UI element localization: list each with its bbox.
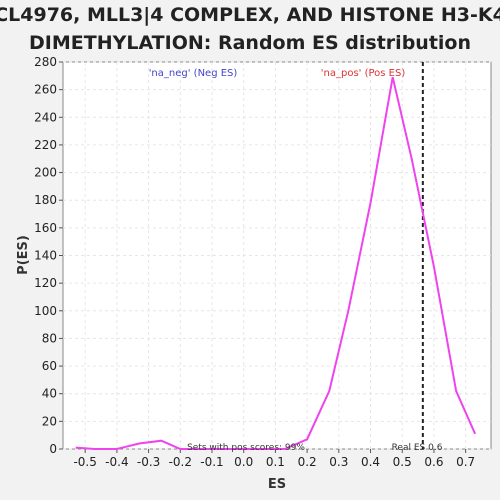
y-tick-label: 120 bbox=[34, 276, 57, 290]
y-axis-ticks: 0 20 40 60 80 100 120 140 160 180 200 220 240 260 280 bbox=[34, 55, 63, 456]
x-axis-label: ES bbox=[268, 477, 286, 492]
x-tick-label: -0.1 bbox=[200, 455, 223, 469]
real-es-label: Real ES 0.6 bbox=[392, 443, 443, 453]
x-tick-label: 0.5 bbox=[393, 455, 412, 469]
y-tick-label: 60 bbox=[42, 359, 57, 373]
chart-title-line-2: DIMETHYLATION: Random ES distribution bbox=[29, 32, 471, 54]
es-distribution-line bbox=[75, 76, 477, 450]
x-tick-label: 0.4 bbox=[361, 455, 380, 469]
x-tick-label: 0.6 bbox=[424, 455, 443, 469]
x-tick-label: -0.5 bbox=[73, 455, 96, 469]
x-tick-label: 0.2 bbox=[298, 455, 317, 469]
x-tick-label: 0.7 bbox=[456, 455, 475, 469]
y-tick-label: 240 bbox=[34, 110, 57, 124]
x-tick-label: 0.3 bbox=[329, 455, 348, 469]
y-axis-label: P(ES) bbox=[16, 235, 31, 275]
chart-title-line-1: CL4976, MLL3|4 COMPLEX, AND HISTONE H3-K… bbox=[0, 4, 500, 26]
neg-es-label: 'na_neg' (Neg ES) bbox=[149, 68, 238, 79]
x-tick-label: 0.0 bbox=[234, 455, 253, 469]
y-tick-label: 140 bbox=[34, 249, 57, 263]
pos-es-label: 'na_pos' (Pos ES) bbox=[321, 68, 406, 79]
y-tick-label: 40 bbox=[42, 387, 57, 401]
x-tick-label: 0.1 bbox=[266, 455, 285, 469]
grid bbox=[63, 61, 491, 450]
y-tick-label: 20 bbox=[42, 414, 57, 428]
y-tick-label: 180 bbox=[34, 193, 57, 207]
y-tick-label: 200 bbox=[34, 166, 57, 180]
y-tick-label: 260 bbox=[34, 83, 57, 97]
y-tick-label: 220 bbox=[34, 138, 57, 152]
x-tick-label: -0.3 bbox=[137, 455, 160, 469]
plot-area bbox=[62, 61, 492, 450]
y-tick-label: 280 bbox=[34, 55, 57, 69]
x-tick-label: -0.2 bbox=[169, 455, 192, 469]
x-tick-label: -0.4 bbox=[105, 455, 128, 469]
y-tick-label: 100 bbox=[34, 304, 57, 318]
y-tick-label: 80 bbox=[42, 331, 57, 345]
sets-pos-scores-label: Sets with pos scores: 99% bbox=[187, 443, 305, 453]
y-tick-label: 0 bbox=[49, 442, 57, 456]
y-tick-label: 160 bbox=[34, 221, 57, 235]
